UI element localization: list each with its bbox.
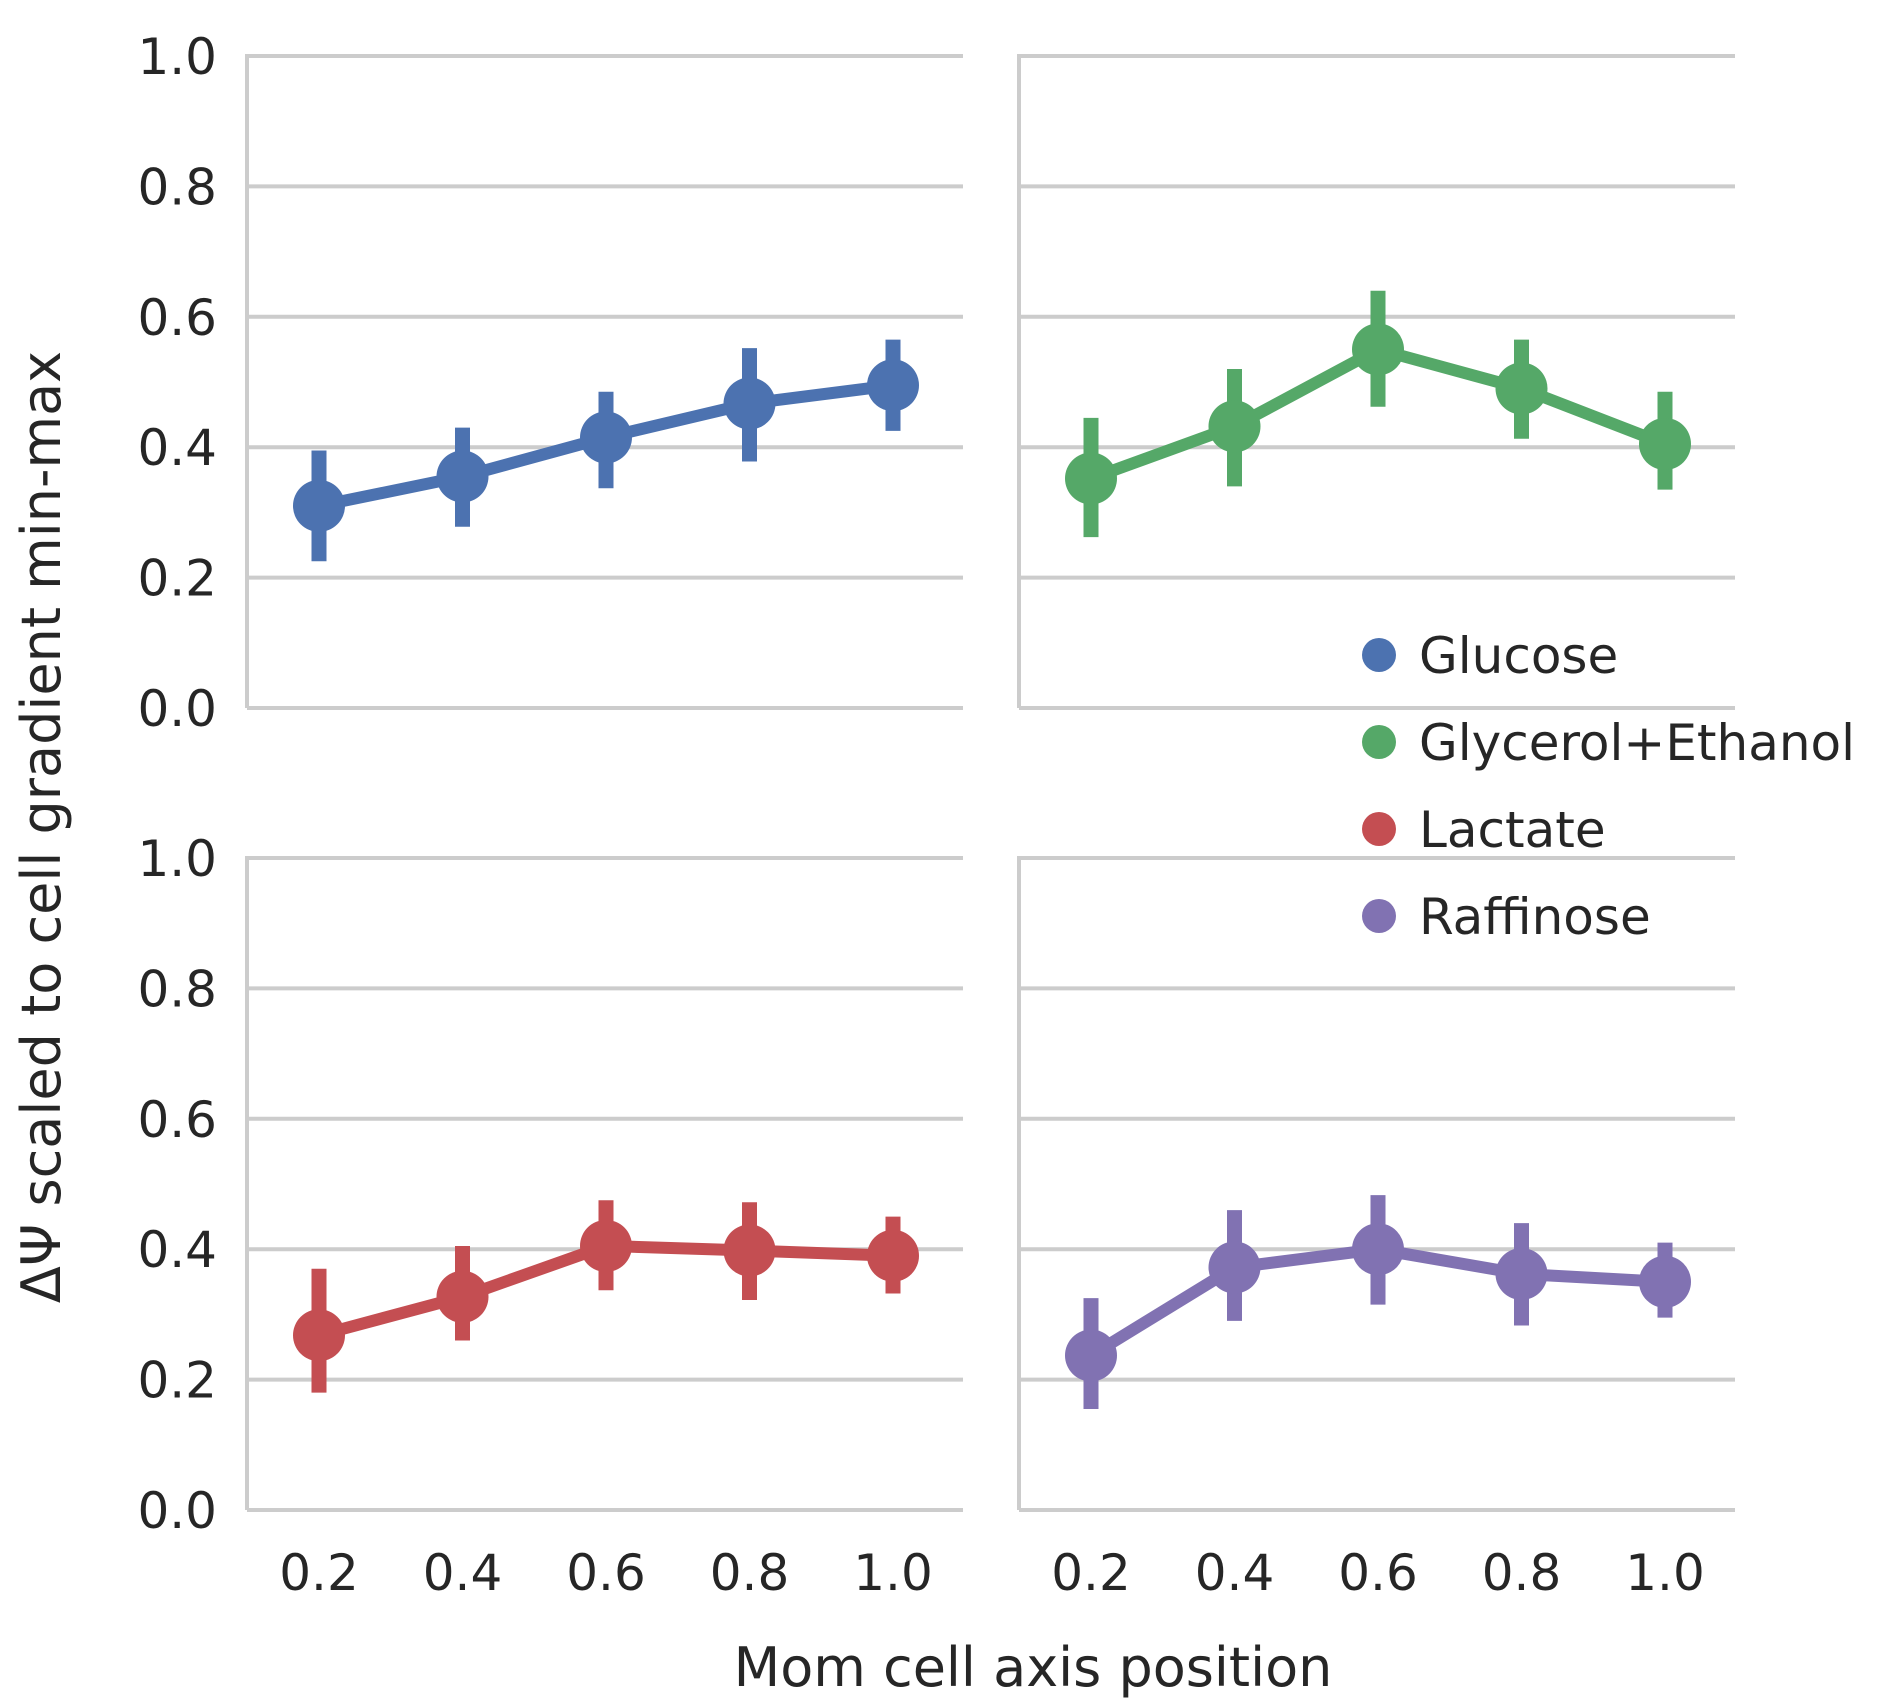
data-point (1352, 323, 1404, 376)
data-point (723, 377, 776, 430)
y-tick-label: 0.2 (137, 1352, 217, 1410)
data-point (436, 1270, 489, 1323)
y-axis-title: ΔΨ scaled to cell gradient min-max (10, 351, 73, 1303)
y-tick-label: 1.0 (137, 28, 217, 86)
data-point (1495, 362, 1548, 415)
y-tick-label: 1.0 (137, 830, 217, 888)
x-tick-label: 0.6 (1338, 1544, 1418, 1602)
x-tick-label: 0.4 (1195, 1544, 1275, 1602)
chart-panels: 0.00.20.40.60.81.00.00.20.40.60.81.00.2 0… (137, 28, 1735, 1602)
x-axis-title: Mom cell axis position (734, 1636, 1333, 1698)
panel-1: 0.0 0.2 0.4 0.6 0.8 1.0 (137, 28, 963, 738)
data-point (867, 359, 919, 412)
y-tick-label: 0.8 (137, 158, 217, 216)
x-tick-label: 0.6 (566, 1544, 646, 1602)
data-point (1208, 400, 1261, 453)
legend-label: Lactate (1419, 801, 1606, 859)
data-point (1495, 1247, 1548, 1300)
y-tick-label: 0.4 (137, 1221, 217, 1279)
legend-item: Lactate (1362, 801, 1606, 859)
legend-marker (1362, 638, 1396, 672)
data-point (1352, 1223, 1404, 1276)
y-tick-label: 0.4 (137, 419, 217, 477)
series-glucose (293, 339, 919, 562)
x-tick-label: 0.2 (279, 1544, 359, 1602)
data-point (867, 1229, 919, 1282)
x-tick-label: 0.8 (710, 1544, 790, 1602)
legend-item: Glucose (1362, 627, 1618, 685)
x-tick-label: 0.2 (1051, 1544, 1131, 1602)
data-point (1639, 417, 1691, 470)
series-raffinose (1065, 1195, 1691, 1409)
y-tick-label: 0.6 (137, 289, 217, 347)
x-tick-label: 1.0 (853, 1544, 933, 1602)
series-glycerol-ethanol (1065, 290, 1691, 538)
series-lactate (293, 1200, 919, 1393)
panel-2 (1017, 54, 1735, 710)
data-point (436, 450, 489, 503)
legend-label: Glycerol+Ethanol (1419, 714, 1855, 772)
data-point (723, 1224, 776, 1277)
data-point (580, 411, 632, 464)
panel-3: 0.0 0.2 0.4 0.6 0.8 1.0 0.2 0.4 0.6 0.8 1.0 (137, 830, 963, 1602)
data-point (1065, 1329, 1117, 1382)
y-tick-label: 0.0 (137, 680, 217, 738)
legend-item: Raffinose (1362, 888, 1651, 946)
x-tick-label: 1.0 (1625, 1544, 1705, 1602)
legend-marker (1362, 812, 1396, 846)
data-point (293, 479, 345, 532)
data-point (293, 1309, 345, 1362)
y-tick-label: 0.2 (137, 550, 217, 608)
legend-label: Raffinose (1419, 888, 1651, 946)
data-point (1639, 1255, 1691, 1308)
data-point (1065, 452, 1117, 505)
panel-4: 0.2 0.4 0.6 0.8 1.0 (1017, 856, 1735, 1602)
legend-label: Glucose (1419, 627, 1618, 685)
y-tick-label: 0.0 (137, 1482, 217, 1540)
legend-marker (1362, 725, 1396, 759)
x-tick-label: 0.8 (1482, 1544, 1562, 1602)
y-tick-label: 0.8 (137, 960, 217, 1018)
data-point (580, 1219, 632, 1272)
legend: Glucose Glycerol+Ethanol Lactate Raffinose (1362, 627, 1855, 946)
data-point (1208, 1241, 1261, 1294)
x-tick-label: 0.4 (423, 1544, 503, 1602)
legend-marker (1362, 899, 1396, 933)
y-tick-label: 0.6 (137, 1091, 217, 1149)
legend-item: Glycerol+Ethanol (1362, 714, 1855, 772)
